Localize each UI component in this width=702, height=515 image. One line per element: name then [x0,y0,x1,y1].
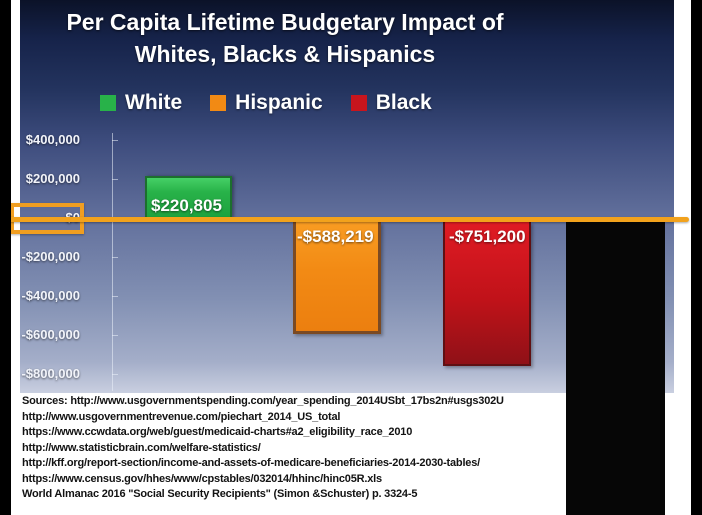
y-tick-400k: $400,000 [25,132,80,147]
legend: White Hispanic Black [100,91,500,115]
bar-black [443,222,531,366]
bar-label-hispanic: -$588,219 [297,227,374,246]
y-tick-neg600k: -$600,000 [21,327,80,342]
y-axis-tick [112,257,118,258]
side-image-panel [566,222,665,515]
source-line: https://www.census.gov/hhes/www/cpstable… [22,472,382,485]
left-black-edge [0,0,11,515]
source-line: Sources: http://www.usgovernmentspending… [22,395,504,407]
y-axis-tick [112,335,118,336]
bar-label-white: $220,805 [151,196,222,215]
chart-title-line2: Whites, Blacks & Hispanics [134,41,436,67]
y-axis-tick [112,140,118,141]
source-line: http://kff.org/report-section/income-and… [22,457,480,469]
bar-hispanic [293,222,381,334]
bar-label-black: -$751,200 [449,227,526,246]
source-line: http://www.usgovernmentrevenue.com/piech… [22,410,341,423]
bar-white [145,176,232,218]
sources-block: Sources: http://www.usgovernmentspending… [22,394,567,503]
y-tick-neg200k: -$200,000 [21,249,80,264]
y-axis-tick [112,179,118,180]
legend-label-hispanic: Hispanic [235,91,323,114]
legend-label-white: White [125,91,183,114]
legend-swatch-hispanic-icon [210,95,227,111]
legend-label-black: Black [375,91,432,114]
legend-swatch-white-icon [100,95,116,111]
legend-item-hispanic: Hispanic [210,91,323,115]
chart-title: Per Capita Lifetime Budgetary Impact of … [30,6,540,70]
zero-baseline [10,217,689,222]
source-line: https://www.ccwdata.org/web/guest/medica… [22,426,413,438]
chart-title-line1: Per Capita Lifetime Budgetary Impact of [66,9,504,35]
source-line: World Almanac 2016 "Social Security Reci… [22,488,418,500]
y-axis-tick [112,296,118,297]
y-axis-tick [112,374,118,375]
source-line: http://www.statisticbrain.com/welfare-st… [22,441,261,454]
y-tick-200k: $200,000 [25,171,80,186]
legend-item-white: White [100,91,182,115]
right-black-edge [691,0,702,515]
y-tick-neg800k: -$800,000 [21,366,80,381]
legend-swatch-black-icon [350,95,367,111]
y-tick-neg400k: -$400,000 [21,288,80,303]
y-axis-line [112,133,113,391]
legend-item-black: Black [350,91,432,115]
